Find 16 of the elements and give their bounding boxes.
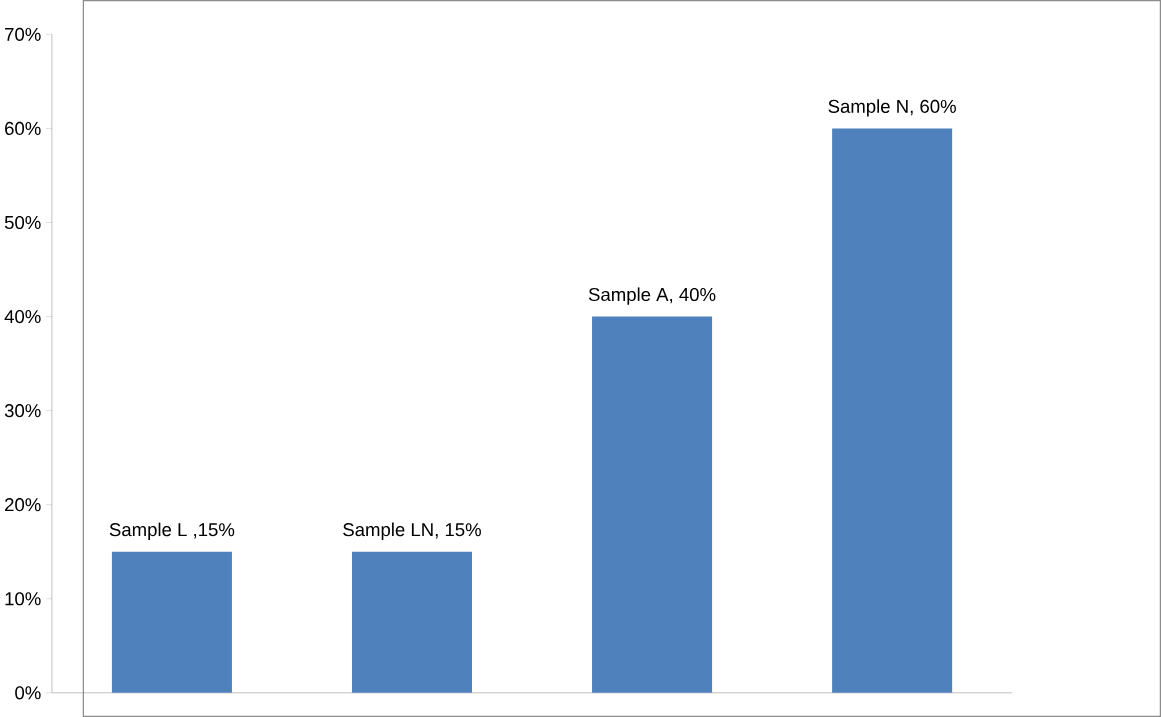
data-label: Sample LN, 15% [343,522,481,540]
y-tick-label: 70% [5,27,41,41]
bar [111,551,232,693]
bar [832,128,953,693]
y-tick-label: 10% [5,592,41,606]
y-tick-label: 40% [4,310,41,324]
bar [351,551,473,693]
y-tick-label: 60% [5,121,41,136]
data-label: Sample A, 40% [588,287,716,305]
bar [592,316,713,693]
y-tick-label: 0% [15,686,41,700]
data-label: Sample N, 60% [828,99,956,117]
y-tick-label: 30% [4,404,41,418]
y-tick-label: 20% [5,498,41,512]
data-label: Sample L ,15% [109,522,235,540]
y-tick-label: 50% [4,215,41,230]
